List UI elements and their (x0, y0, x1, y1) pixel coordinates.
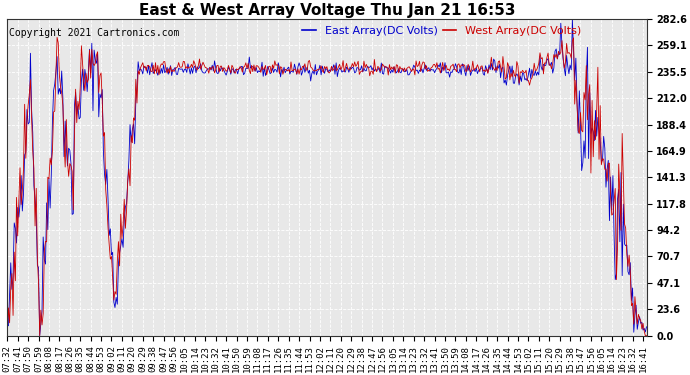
West Array(DC Volts) (642, 333, 651, 338)
East Array(DC Volts) (34, 266, 43, 270)
Line: West Array(DC Volts): West Array(DC Volts) (8, 38, 647, 336)
Legend: East Array(DC Volts), West Array(DC Volts): East Array(DC Volts), West Array(DC Volt… (298, 21, 586, 40)
Text: Copyright 2021 Cartronics.com: Copyright 2021 Cartronics.com (8, 28, 179, 39)
West Array(DC Volts) (37, 308, 45, 312)
West Array(DC Volts) (36, 333, 44, 338)
West Array(DC Volts) (543, 55, 551, 60)
West Array(DC Volts) (166, 64, 175, 69)
West Array(DC Volts) (566, 51, 574, 56)
East Array(DC Volts) (569, 18, 577, 22)
Line: East Array(DC Volts): East Array(DC Volts) (8, 20, 647, 336)
West Array(DC Volts) (53, 35, 61, 40)
East Array(DC Volts) (542, 63, 550, 68)
East Array(DC Volts) (544, 56, 552, 61)
East Array(DC Volts) (37, 321, 45, 326)
Title: East & West Array Voltage Thu Jan 21 16:53: East & West Array Voltage Thu Jan 21 16:… (139, 3, 515, 18)
East Array(DC Volts) (3, 322, 12, 327)
East Array(DC Volts) (642, 325, 651, 329)
West Array(DC Volts) (545, 63, 553, 68)
East Array(DC Volts) (166, 67, 174, 72)
West Array(DC Volts) (34, 280, 43, 285)
East Array(DC Volts) (565, 71, 573, 76)
West Array(DC Volts) (3, 328, 12, 333)
East Array(DC Volts) (36, 333, 44, 338)
